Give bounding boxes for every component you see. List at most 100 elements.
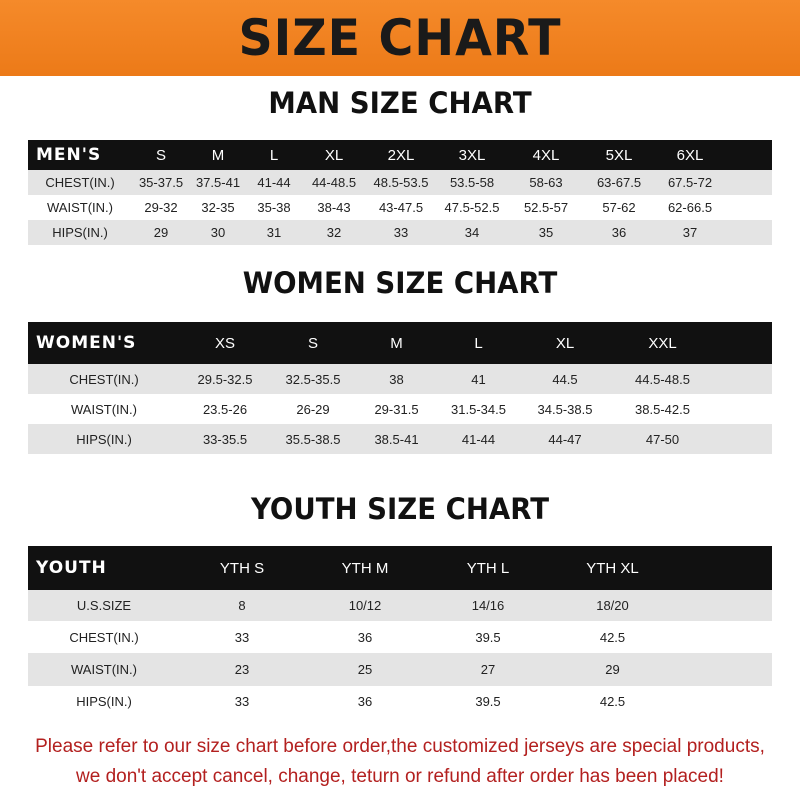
cell: 23 <box>234 662 250 677</box>
women-title: WOMEN SIZE CHART <box>242 266 558 300</box>
cell: 33 <box>234 694 250 709</box>
cell: 44.5-48.5 <box>635 371 690 387</box>
cell: YTH L <box>466 559 510 577</box>
note-line-1: Please refer to our size chart before or… <box>35 736 765 757</box>
cell: 38 <box>389 371 404 387</box>
row-label: CHEST(IN.) <box>45 175 115 190</box>
cell: 53.5-58 <box>449 175 495 190</box>
table-row: U.S.SIZE 8 10/12 14/16 18/20 <box>28 590 772 621</box>
cell: 39.5 <box>475 694 501 709</box>
cell: 41-44 <box>257 175 291 190</box>
row-label: WAIST(IN.) <box>71 662 137 677</box>
cell: 41-44 <box>461 431 496 447</box>
cell: 42.5 <box>599 694 626 709</box>
row-label: WOMEN'S <box>36 333 137 353</box>
cell: XXL <box>648 334 677 352</box>
cell: 26-29 <box>296 401 330 417</box>
cell: 23.5-26 <box>202 401 248 417</box>
cell: 33 <box>393 225 409 240</box>
cell: 29-32 <box>144 200 178 215</box>
banner: SIZE CHART <box>0 0 800 76</box>
cell: 36 <box>357 629 373 645</box>
cell: 41 <box>471 371 486 387</box>
cell: 33 <box>234 629 250 645</box>
row-label: HIPS(IN.) <box>76 694 132 709</box>
header-row: YOUTH YTH S YTH M YTH L YTH XL <box>28 546 772 590</box>
row-label: YOUTH <box>36 558 107 578</box>
cell: XS <box>214 334 235 352</box>
cell: 31.5-34.5 <box>451 401 506 417</box>
table-row: HIPS(IN.) 33 36 39.5 42.5 <box>28 686 772 717</box>
table-row: CHEST(IN.) 33 36 39.5 42.5 <box>28 621 772 653</box>
cell: S <box>155 146 166 164</box>
cell: 38.5-42.5 <box>635 401 690 417</box>
cell: 31 <box>266 225 282 240</box>
cell: XL <box>324 146 344 164</box>
women-table: WOMEN'S XS S M L XL XXL CHEST(IN.) 29.5-32.5 32.5… <box>28 322 772 454</box>
cell: 34.5-38.5 <box>537 401 593 417</box>
row-label: WAIST(IN.) <box>47 200 113 215</box>
cell: L <box>269 146 279 164</box>
cell: 44-48.5 <box>311 175 357 190</box>
cell: 62-66.5 <box>667 200 713 215</box>
cell: 29 <box>153 225 169 240</box>
cell: 18/20 <box>596 598 629 613</box>
cell: 38.5-41 <box>374 431 419 447</box>
cell: 42.5 <box>599 629 626 645</box>
cell: 10/12 <box>348 598 382 613</box>
youth-table: YOUTH YTH S YTH M YTH L YTH XL U.S.SIZE 8 10/12… <box>28 546 772 717</box>
cell: 47.5-52.5 <box>444 200 500 215</box>
cell: 34 <box>464 225 480 240</box>
table-row: CHEST(IN.) 29.5-32.5 32.5-35.5 38 41 44.5 44.5… <box>28 364 772 394</box>
cell: 48.5-53.5 <box>373 175 429 190</box>
cell: 44-47 <box>548 431 582 447</box>
cell: 67.5-72 <box>667 175 713 190</box>
cell: 57-62 <box>602 200 636 215</box>
row-label: WAIST(IN.) <box>71 401 137 417</box>
cell: M <box>390 334 403 352</box>
cell: 30 <box>210 225 226 240</box>
row-label: U.S.SIZE <box>76 598 132 613</box>
cell: 32.5-35.5 <box>285 371 341 387</box>
cell: YTH M <box>341 559 389 577</box>
cell: 35-38 <box>257 200 291 215</box>
cell: 52.5-57 <box>523 200 569 215</box>
cell: 47-50 <box>645 431 680 447</box>
note-line-2: we don't accept cancel, change, teturn o… <box>76 766 724 787</box>
cell: XL <box>555 334 575 352</box>
header-row: WOMEN'S XS S M L XL XXL <box>28 322 772 364</box>
header-row: MEN'S S M L XL 2XL 3XL 4XL 5XL 6XL <box>28 140 772 170</box>
cell: 44.5 <box>552 371 578 387</box>
cell: YTH XL <box>586 559 639 577</box>
row-label: CHEST(IN.) <box>69 371 139 387</box>
cell: S <box>307 334 318 352</box>
cell: 43-47.5 <box>378 200 424 215</box>
cell: 6XL <box>676 146 704 164</box>
cell: 4XL <box>532 146 560 164</box>
table-row: WAIST(IN.) 29-32 32-35 35-38 38-43 43-47.5 47.… <box>28 195 772 220</box>
cell: 37.5-41 <box>195 175 241 190</box>
table-row: CHEST(IN.) 35-37.5 37.5-41 41-44 44-48.5 48.5… <box>28 170 772 195</box>
cell: 36 <box>611 225 627 240</box>
cell: 39.5 <box>475 629 501 645</box>
row-label: CHEST(IN.) <box>69 629 139 645</box>
row-label: HIPS(IN.) <box>76 431 132 447</box>
cell: 3XL <box>458 146 486 164</box>
cell: 35 <box>538 225 554 240</box>
cell: 38-43 <box>317 200 351 215</box>
cell: 33-35.5 <box>202 431 248 447</box>
table-row: WAIST(IN.) 23 25 27 29 <box>28 653 772 686</box>
cell: 63-67.5 <box>596 175 642 190</box>
cell: 29.5-32.5 <box>197 371 253 387</box>
cell: 27 <box>480 662 496 677</box>
men-table: MEN'S S M L XL 2XL 3XL 4XL 5XL 6XL CHEST(IN.) 35-37… <box>28 140 772 245</box>
row-label: HIPS(IN.) <box>52 225 108 240</box>
cell: 37 <box>682 225 698 240</box>
cell: 35-37.5 <box>138 175 184 190</box>
table-row: HIPS(IN.) 29 30 31 32 33 34 35 36 37 <box>28 220 772 245</box>
table-row: WAIST(IN.) 23.5-26 26-29 29-31.5 31.5-34.5 34… <box>28 394 772 424</box>
cell: 58-63 <box>529 175 563 190</box>
men-title: MAN SIZE CHART <box>268 86 532 120</box>
cell: 32 <box>326 225 342 240</box>
cell: 2XL <box>387 146 415 164</box>
